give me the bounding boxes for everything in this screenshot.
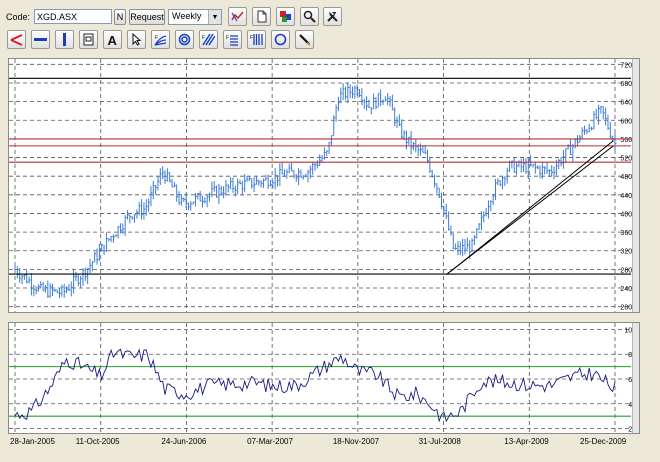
price-tick-label: 2400 — [620, 286, 636, 293]
top-toolbar: Code: N Request Weekly ▼ — [0, 6, 660, 28]
price-tick-label: 6800 — [620, 81, 636, 88]
zoom-button[interactable] — [300, 7, 319, 26]
price-chart-panel[interactable]: 2000 2400 2800 3200 3600 4000 4400 4800 5200 5600… — [8, 58, 640, 313]
svg-text:F: F — [202, 35, 205, 41]
price-tick-label: 3200 — [620, 249, 636, 256]
fibonacci-retracement-tool[interactable]: F — [223, 30, 242, 49]
fibonacci-timezone-tool[interactable]: F — [247, 30, 266, 49]
rsi-chart-panel[interactable]: 20406080100 — [8, 322, 640, 434]
magnifier-icon — [303, 10, 316, 23]
fibonacci-retracement-tool-icon: F — [226, 35, 238, 46]
indicator-button[interactable] — [228, 7, 247, 26]
drawing-toolbar: A F F F F — [0, 30, 660, 52]
svg-text:F: F — [250, 35, 253, 41]
price-tick-label: 4800 — [620, 174, 636, 181]
fibonacci-channel-tool-icon: F — [202, 33, 215, 46]
fibonacci-fan-tool-icon: F — [154, 35, 167, 46]
pointer-tool[interactable] — [127, 30, 146, 49]
circle-tool-icon — [274, 33, 287, 46]
rsi-chart-scrollbar[interactable] — [632, 323, 639, 433]
trend-line-tool-icon — [10, 34, 23, 46]
color-palette-icon — [280, 11, 291, 22]
zoom-box-tool-icon — [83, 33, 94, 46]
fibonacci-channel-tool[interactable]: F — [199, 30, 218, 49]
svg-text:F: F — [155, 35, 158, 41]
circle-tool[interactable] — [271, 30, 290, 49]
price-chart: 2000 2400 2800 3200 3600 4000 4400 4800 5200 5600… — [9, 59, 636, 312]
price-tick-label: 5600 — [620, 137, 636, 144]
rsi-chart: 20406080100 — [9, 323, 636, 434]
vertical-line-tool-icon — [63, 33, 66, 46]
n-button[interactable]: N — [114, 9, 126, 25]
fibonacci-timezone-tool-icon: F — [250, 34, 263, 45]
rsi-line — [14, 348, 616, 423]
date-tick-label: 18-Nov-2007 — [332, 437, 380, 446]
fibonacci-fan-tool[interactable]: F — [151, 30, 170, 49]
date-tick-label: 28-Jan-2005 — [10, 437, 55, 446]
period-select[interactable]: Weekly ▼ — [168, 9, 222, 25]
svg-text:F: F — [226, 35, 229, 41]
chevron-down-icon: ▼ — [208, 10, 221, 24]
date-tick-label: 24-Jun-2006 — [161, 437, 207, 446]
date-axis: 28-Jan-2005 11-Oct-2005 24-Jun-2006 07-Mar-… — [8, 437, 640, 451]
new-chart-button[interactable] — [252, 7, 271, 26]
new-document-icon — [257, 10, 267, 23]
trend-line-tool[interactable] — [7, 30, 26, 49]
price-chart-scrollbar[interactable] — [632, 59, 639, 312]
tools-icon — [327, 12, 338, 22]
horizontal-line-tool-icon — [34, 38, 47, 41]
tools-button[interactable] — [323, 7, 342, 26]
vertical-line-tool[interactable] — [55, 30, 74, 49]
date-tick-label: 13-Apr-2009 — [504, 437, 549, 446]
color-button[interactable] — [276, 7, 295, 26]
fibonacci-arc-tool-icon — [178, 33, 191, 46]
price-tick-label: 2000 — [620, 305, 636, 312]
date-tick-label: 11-Oct-2005 — [75, 437, 120, 446]
price-tick-label: 7200 — [620, 62, 636, 69]
delete-line-tool-icon — [299, 34, 311, 46]
price-tick-label: 6000 — [620, 118, 636, 125]
rsi-tick-label: 100 — [624, 327, 636, 334]
price-tick-label: 3600 — [620, 230, 636, 237]
price-bars — [14, 82, 617, 299]
price-tick-label: 4000 — [620, 211, 636, 218]
horizontal-line-tool[interactable] — [31, 30, 50, 49]
trend-line — [449, 140, 614, 273]
date-tick-label: 25-Dec-2009 — [580, 437, 627, 446]
date-tick-label: 31-Jul-2008 — [418, 437, 461, 446]
date-tick-label: 07-Mar-2007 — [247, 437, 293, 446]
price-tick-label: 2800 — [620, 267, 636, 274]
code-input[interactable] — [34, 9, 112, 24]
price-tick-label: 4400 — [620, 193, 636, 200]
text-tool-icon: A — [108, 33, 118, 46]
indicator-icon — [231, 11, 244, 22]
fibonacci-arc-tool[interactable] — [175, 30, 194, 49]
request-button[interactable]: Request — [129, 9, 165, 25]
price-tick-label: 5200 — [620, 156, 636, 163]
svg-text:A: A — [108, 33, 118, 46]
code-label: Code: — [6, 12, 31, 22]
price-tick-label: 6400 — [620, 100, 636, 107]
zoom-box-tool[interactable] — [79, 30, 98, 49]
period-value: Weekly — [172, 11, 202, 21]
text-tool[interactable]: A — [103, 30, 122, 49]
delete-line-tool[interactable] — [295, 30, 314, 49]
pointer-tool-icon — [132, 33, 142, 46]
